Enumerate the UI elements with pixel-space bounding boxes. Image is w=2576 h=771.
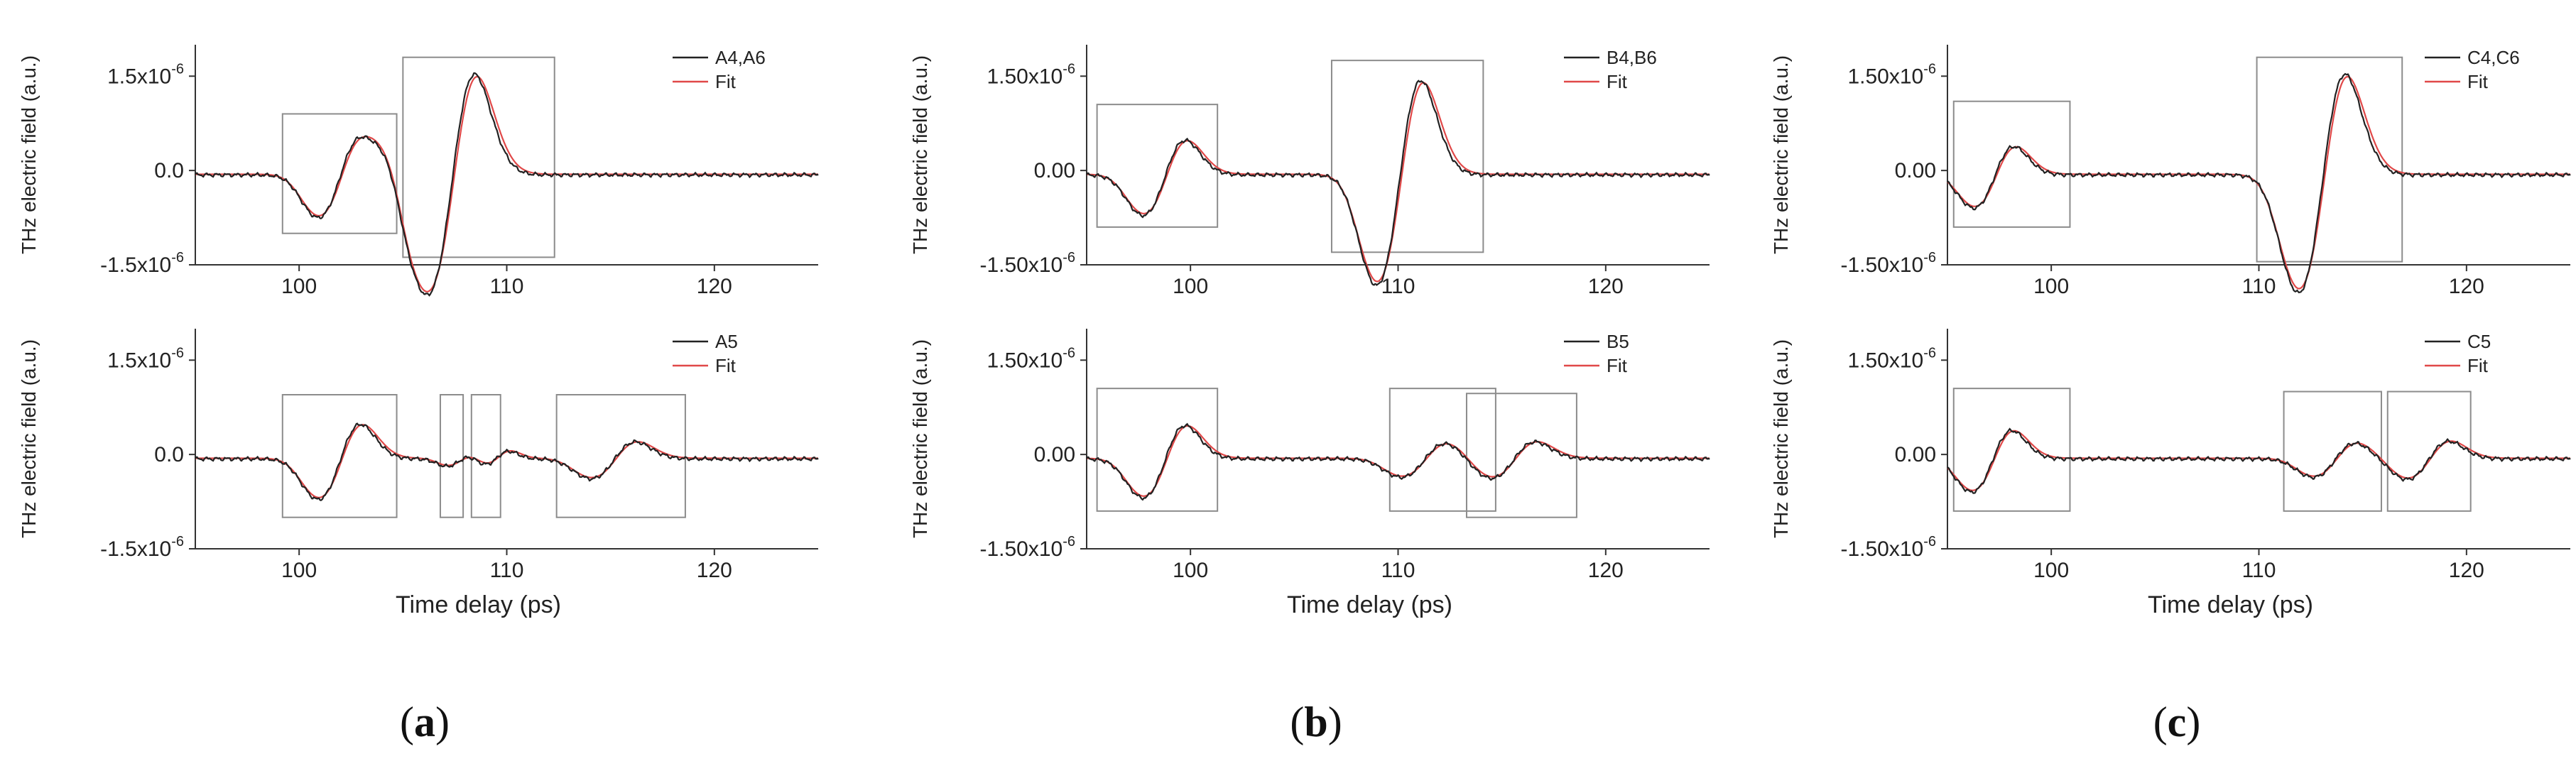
legend-label-fit: Fit (715, 355, 737, 376)
y-tick-label: -1.50x10-6 (1840, 250, 1936, 277)
series-measured-line (195, 72, 819, 297)
legend-label-measured: A4,A6 (715, 47, 766, 68)
panel-label-b: (b) (1290, 699, 1342, 745)
x-axis-label: Time delay (ps) (2148, 591, 2313, 618)
series-measured-line (1086, 422, 1710, 501)
region-box (2283, 390, 2382, 512)
x-axis-label: Time delay (ps) (1287, 591, 1452, 618)
region-box (1465, 393, 1577, 518)
region-box (1096, 104, 1219, 228)
y-tick-label: 0.0 (154, 159, 184, 182)
y-axis-label: THz electric field (a.u.) (909, 339, 931, 538)
x-tick-label: 120 (1588, 559, 1624, 582)
series-fit-line (1087, 425, 1710, 497)
x-tick-label: 110 (2242, 275, 2276, 298)
chart-c-top: 100 110 120 1.50x10-6 0.00 -1.50x10-6 THz elec… (1770, 45, 2571, 298)
y-tick-label: 1.50x10-6 (987, 345, 1075, 372)
series-measured-line (195, 422, 819, 502)
x-tick-label: 100 (2033, 559, 2069, 582)
region-box (439, 394, 464, 518)
legend-label-measured: B5 (1607, 331, 1629, 352)
legend-label-fit: Fit (1607, 355, 1628, 376)
x-tick-label: 110 (490, 275, 524, 298)
panel-label-c: (c) (2153, 699, 2201, 745)
y-tick-label: -1.50x10-6 (979, 534, 1075, 561)
chart-a-top: 100 110 120 1.5x10-6 0.0 -1.5x10-6 THz electri… (18, 45, 819, 298)
chart-b-bottom: 100 110 120 1.50x10-6 0.00 -1.50x10-6 THz elec… (909, 329, 1710, 618)
legend-label-fit: Fit (715, 71, 737, 92)
y-tick-label: 1.50x10-6 (1847, 61, 1936, 88)
region-box (402, 56, 555, 258)
region-box (281, 113, 398, 234)
x-tick-label: 110 (1381, 275, 1415, 298)
y-tick-label: -1.50x10-6 (1840, 534, 1936, 561)
legend-label-measured: B4,B6 (1607, 47, 1657, 68)
region-box (2256, 56, 2403, 263)
x-tick-label: 120 (2449, 275, 2484, 298)
y-tick-label: 1.5x10-6 (107, 61, 184, 88)
y-tick-label: 0.00 (1034, 443, 1075, 466)
legend-label-fit: Fit (1607, 71, 1628, 92)
region-box (1952, 388, 2071, 512)
y-tick-label: -1.50x10-6 (979, 250, 1075, 277)
series-measured-line (1947, 72, 2571, 294)
region-box (1330, 60, 1484, 253)
x-tick-label: 100 (1173, 275, 1208, 298)
series-fit-line (195, 424, 818, 498)
region-box (470, 394, 501, 518)
legend-label-measured: C5 (2467, 331, 2491, 352)
chart-a-bottom: 100 110 120 1.5x10-6 0.0 -1.5x10-6 THz electri… (18, 329, 819, 618)
y-tick-label: -1.5x10-6 (100, 250, 184, 277)
legend-label-measured: C4,C6 (2467, 47, 2520, 68)
series-measured-line (1947, 427, 2571, 494)
y-axis-label: THz electric field (a.u.) (1770, 55, 1792, 254)
y-tick-label: -1.5x10-6 (100, 534, 184, 561)
x-tick-label: 100 (281, 559, 317, 582)
x-tick-label: 100 (281, 275, 317, 298)
x-tick-label: 120 (2449, 559, 2484, 582)
y-axis-label: THz electric field (a.u.) (18, 339, 40, 538)
legend-label-fit: Fit (2467, 355, 2489, 376)
legend-label-fit: Fit (2467, 71, 2489, 92)
series-measured-line (1086, 80, 1710, 286)
x-tick-label: 120 (697, 559, 732, 582)
x-tick-label: 110 (2242, 559, 2276, 582)
y-tick-label: 0.00 (1895, 159, 1936, 182)
y-axis-label: THz electric field (a.u.) (909, 55, 931, 254)
chart-panels: 100 110 120 1.5x10-6 0.0 -1.5x10-6 THz electri… (18, 45, 2571, 618)
y-axis-label: THz electric field (a.u.) (18, 55, 40, 254)
y-tick-label: 1.50x10-6 (987, 61, 1075, 88)
x-axis-label: Time delay (ps) (396, 591, 561, 618)
panel-labels: (a) (b) (c) (400, 699, 2200, 745)
y-tick-label: 1.5x10-6 (107, 345, 184, 372)
x-tick-label: 110 (490, 559, 524, 582)
y-tick-label: 0.0 (154, 443, 184, 466)
y-tick-label: 0.00 (1034, 159, 1075, 182)
panel-label-a: (a) (400, 699, 450, 745)
chart-b-top: 100 110 120 1.50x10-6 0.00 -1.50x10-6 THz elec… (909, 45, 1710, 298)
region-box (1952, 100, 2071, 228)
y-tick-label: 1.50x10-6 (1847, 345, 1936, 372)
y-tick-label: 0.00 (1895, 443, 1936, 466)
region-box (281, 394, 398, 518)
region-box (555, 394, 686, 518)
x-tick-label: 110 (1381, 559, 1415, 582)
region-box (1096, 388, 1219, 512)
y-axis-label: THz electric field (a.u.) (1770, 339, 1792, 538)
x-tick-label: 120 (1588, 275, 1624, 298)
region-box (2386, 390, 2472, 512)
region-box (1388, 388, 1496, 512)
x-tick-label: 100 (2033, 275, 2069, 298)
chart-c-bottom: 100 110 120 1.50x10-6 0.00 -1.50x10-6 THz elec… (1770, 329, 2571, 618)
x-tick-label: 120 (697, 275, 732, 298)
x-tick-label: 100 (1173, 559, 1208, 582)
legend-label-measured: A5 (715, 331, 738, 352)
series-fit-line (1947, 430, 2570, 491)
